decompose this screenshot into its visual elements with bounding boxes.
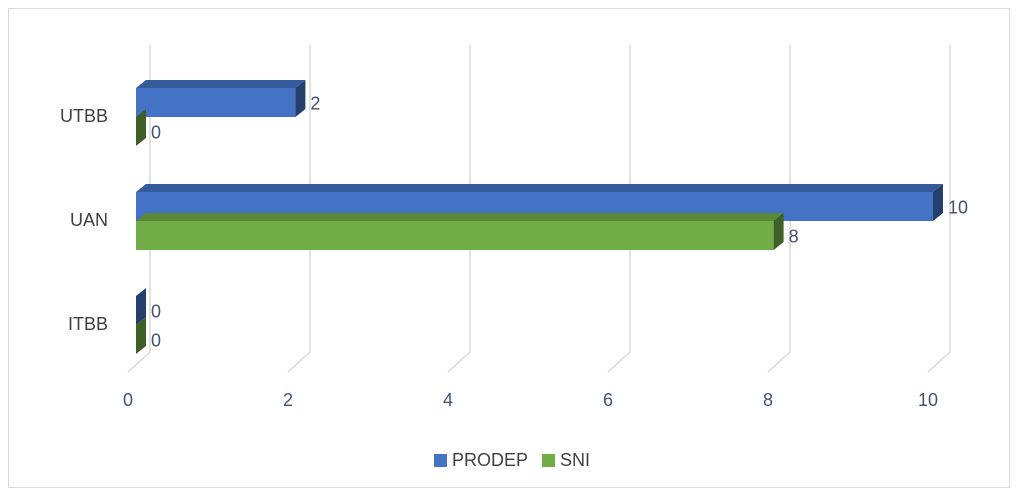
bar xyxy=(136,221,774,250)
bar-side xyxy=(295,80,306,117)
bar-side xyxy=(933,184,943,221)
bar-top xyxy=(136,184,943,192)
bar xyxy=(136,88,296,117)
data-label: 8 xyxy=(789,226,799,246)
x-tick-label: 6 xyxy=(603,390,613,410)
bar-top xyxy=(136,80,306,88)
legend-swatch xyxy=(542,454,556,467)
grid-line xyxy=(767,45,791,373)
y-tick-label: UTBB xyxy=(60,106,108,126)
bar-side xyxy=(136,288,146,325)
x-tick-label: 0 xyxy=(123,390,133,410)
grid-line xyxy=(607,45,631,373)
data-label: 0 xyxy=(151,330,161,350)
legend-label: PRODEP xyxy=(452,450,528,470)
x-tick-label: 4 xyxy=(443,390,453,410)
data-label: 10 xyxy=(948,197,968,217)
bar-top xyxy=(136,213,784,221)
legend-label: SNI xyxy=(560,450,590,470)
y-tick-label: ITBB xyxy=(68,314,108,334)
data-label: 0 xyxy=(151,301,161,321)
x-tick-label: 10 xyxy=(918,390,938,410)
data-label: 2 xyxy=(310,93,320,113)
grid-line xyxy=(287,45,311,373)
y-tick-label: UAN xyxy=(70,210,108,230)
x-tick-label: 8 xyxy=(763,390,773,410)
bar-side xyxy=(773,213,784,250)
data-label: 0 xyxy=(151,122,161,142)
x-tick-label: 2 xyxy=(283,390,293,410)
legend-swatch xyxy=(434,454,447,467)
grid-line xyxy=(927,45,951,373)
grid-line xyxy=(447,45,471,373)
grid-line xyxy=(127,45,151,373)
bar-side xyxy=(136,109,146,146)
bar-side xyxy=(136,317,146,354)
